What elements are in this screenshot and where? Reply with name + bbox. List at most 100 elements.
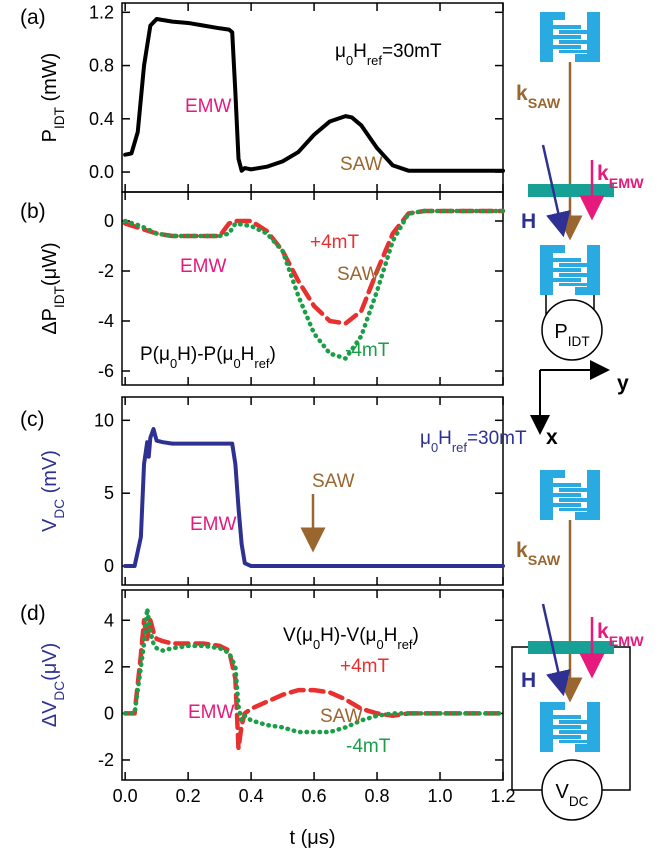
idt xyxy=(540,12,600,62)
text-part: P(μ xyxy=(140,344,170,365)
y-tick-label: -2 xyxy=(98,750,114,770)
idt xyxy=(540,245,600,295)
y-tick-label: 0.4 xyxy=(89,109,114,129)
y-tick-label: 4 xyxy=(104,610,114,630)
subscript: ref xyxy=(254,356,269,371)
subscript: 0 xyxy=(313,637,320,652)
text-part: H xyxy=(353,41,367,62)
subscript: DC xyxy=(52,681,67,701)
y-axis-label: VDC (mV) xyxy=(39,450,67,532)
k-saw-label: kSAW xyxy=(516,539,561,569)
panel-label: (c) xyxy=(20,408,45,431)
annotation: μ0Href=30mT xyxy=(420,428,527,455)
subscript: 0 xyxy=(346,53,353,68)
text-part: H xyxy=(384,625,398,646)
text-part: μ xyxy=(420,428,431,449)
subscript: 0 xyxy=(233,356,240,371)
annotation: μ0Href=30mT xyxy=(335,41,442,68)
text-part: k xyxy=(597,162,609,185)
k-emw-label: kEMW xyxy=(597,620,644,650)
plot-frame xyxy=(121,2,504,193)
x-tick-label: 1.2 xyxy=(490,786,515,806)
x-tick-label: 0.4 xyxy=(239,786,264,806)
subscript: ref xyxy=(452,440,467,455)
subscript: EMW xyxy=(609,634,644,650)
y-tick-label: 0 xyxy=(104,703,114,723)
text-part: P xyxy=(39,129,61,142)
h-arrow xyxy=(541,603,571,697)
text-part: H xyxy=(241,344,255,365)
plot-frame xyxy=(121,396,504,586)
text-part: k xyxy=(597,620,609,643)
subscript: DC xyxy=(52,499,67,519)
text-part: V(μ xyxy=(283,625,313,646)
y-axis-label: ΔPIDT(μW) xyxy=(39,242,67,334)
series-line xyxy=(123,427,505,569)
circuit xyxy=(511,646,631,791)
text-part: ) xyxy=(269,344,275,365)
meter xyxy=(541,759,603,821)
text-part: k xyxy=(516,539,528,562)
panel-label: (a) xyxy=(20,6,46,29)
y-tick-label: 0 xyxy=(104,211,114,231)
y-tick-label: -4 xyxy=(98,311,114,331)
idt xyxy=(540,470,600,520)
y-tick-label: 0 xyxy=(104,556,114,576)
y-axis-label: PIDT (mW) xyxy=(39,53,67,143)
subscript: 0 xyxy=(170,356,177,371)
subscript: ref xyxy=(367,53,382,68)
series-label: +4mT xyxy=(340,656,389,677)
y-tick-label: 0.0 xyxy=(89,162,114,182)
y-tick-label: -6 xyxy=(98,361,114,381)
y-tick-label: 2 xyxy=(104,657,114,677)
subscript: SAW xyxy=(528,96,561,112)
meter xyxy=(541,299,603,361)
annotation: EMW xyxy=(190,514,237,535)
h-arrow xyxy=(541,144,571,238)
series-line xyxy=(123,16,505,173)
subscript: 0 xyxy=(376,637,383,652)
series-line xyxy=(122,208,506,361)
text-part: ) xyxy=(412,625,418,646)
text-part: H)-P(μ xyxy=(177,344,233,365)
panel-label: (d) xyxy=(20,602,46,625)
y-direction-label: y xyxy=(617,372,629,395)
text-part: ΔV xyxy=(39,700,61,727)
panel-label: (b) xyxy=(20,200,46,223)
text-part: μ xyxy=(335,41,346,62)
x-tick-label: 1.0 xyxy=(428,786,453,806)
subscript: IDT xyxy=(52,107,67,129)
h-label: H xyxy=(521,669,536,692)
y-tick-label: 5 xyxy=(104,483,114,503)
series-label: -4mT xyxy=(345,340,390,361)
subscript: IDT xyxy=(52,286,67,308)
plot-frame xyxy=(121,589,504,781)
k-saw-label: kSAW xyxy=(516,82,561,112)
annotation: P(μ0H)-P(μ0Href) xyxy=(140,344,276,371)
x-tick-label: 0.8 xyxy=(365,786,390,806)
plot-frame xyxy=(121,191,504,386)
subscript: SAW xyxy=(528,553,561,569)
text-part: (mW) xyxy=(39,53,61,107)
text-part: V xyxy=(39,518,61,532)
annotation: EMW xyxy=(180,256,227,277)
y-tick-label: 0.8 xyxy=(89,56,114,76)
annotation: SAW xyxy=(337,264,380,285)
meter-label: VDC xyxy=(556,781,589,809)
annotation: SAW xyxy=(320,706,363,727)
schematic-bottom: kSAW kEMW H VDC xyxy=(511,470,644,821)
subscript: IDT xyxy=(568,334,590,349)
y-axis-label: ΔVDC(μV) xyxy=(39,643,67,728)
y-tick-label: 10 xyxy=(94,410,114,430)
text-part: k xyxy=(516,82,528,105)
text-part: =30mT xyxy=(382,41,442,62)
annotation: V(μ0H)-V(μ0Href) xyxy=(283,625,419,652)
axes-schematic: y x xyxy=(530,360,629,449)
subscript: ref xyxy=(397,637,412,652)
text-part: H xyxy=(438,428,452,449)
subscript: 0 xyxy=(431,440,438,455)
text-part: H)-V(μ xyxy=(320,625,376,646)
text-part: =30mT xyxy=(467,428,527,449)
x-axis-label: t (μs) xyxy=(290,827,336,849)
